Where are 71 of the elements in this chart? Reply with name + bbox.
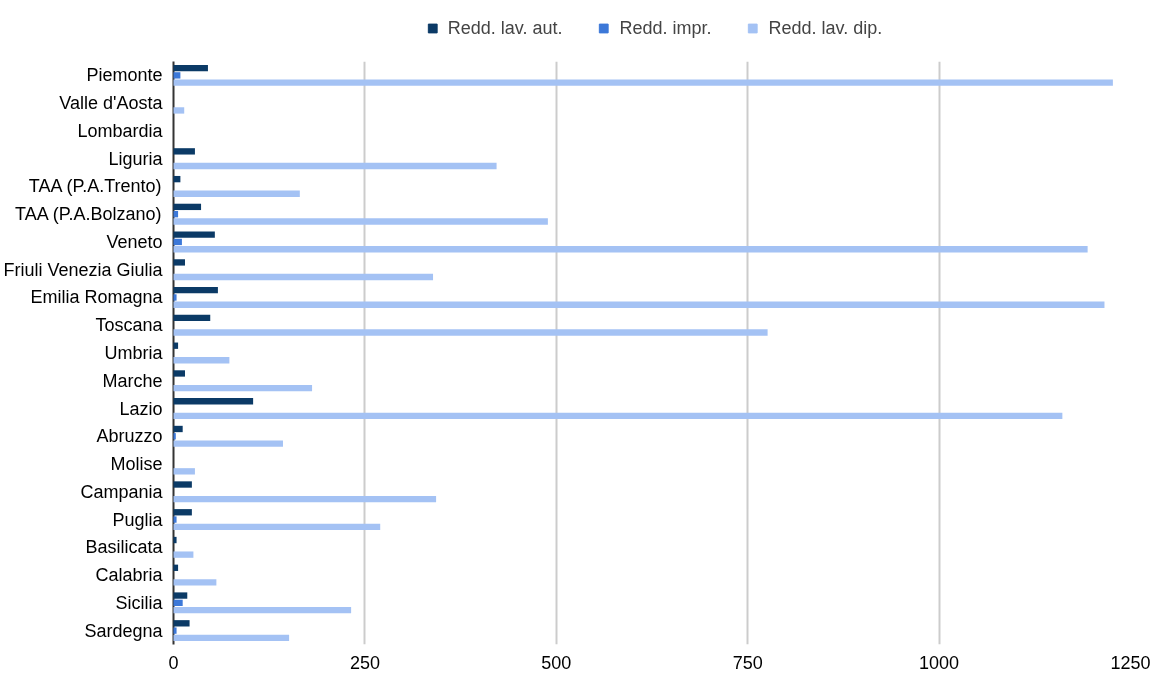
bar <box>173 425 183 433</box>
legend-label: Redd. lav. aut. <box>447 17 563 39</box>
bar <box>173 238 182 246</box>
y-tick-label: Calabria <box>95 565 164 586</box>
bar <box>173 620 190 627</box>
y-tick-label: Campania <box>80 481 164 502</box>
y-tick-label: Puglia <box>112 509 164 530</box>
legend-label: Redd. lav. dip. <box>768 17 883 39</box>
bar <box>173 72 181 79</box>
bar <box>173 294 177 301</box>
y-tick-label: TAA (P.A.Bolzano) <box>15 204 162 225</box>
y-tick-label: Sicilia <box>115 592 164 613</box>
y-tick-label: Abruzzo <box>96 426 163 447</box>
bar <box>173 218 548 225</box>
x-tick-label: 500 <box>541 652 572 673</box>
bar <box>173 599 183 607</box>
bar <box>173 314 211 322</box>
bar <box>173 412 1063 419</box>
bar <box>173 231 215 238</box>
y-tick-label: Lazio <box>119 398 163 419</box>
y-tick-label: Emilia Romagna <box>30 287 164 308</box>
bar <box>173 190 300 197</box>
bar <box>173 148 195 155</box>
bar <box>173 551 194 558</box>
bar <box>173 384 313 392</box>
bar <box>173 481 192 488</box>
x-tick-label: 1250 <box>1110 652 1151 673</box>
y-tick-label: Liguria <box>108 148 164 169</box>
legend-label: Redd. impr. <box>619 17 712 39</box>
bar <box>173 287 218 294</box>
bar <box>173 246 1088 253</box>
x-tick-label: 750 <box>732 652 763 673</box>
bar <box>173 107 185 114</box>
bar <box>173 627 177 634</box>
bar <box>173 259 185 266</box>
bar <box>173 523 381 531</box>
x-tick-label: 1000 <box>919 652 960 673</box>
y-tick-label: Umbria <box>104 343 164 363</box>
bar <box>173 440 283 447</box>
bar <box>173 301 1105 308</box>
bar <box>173 370 185 377</box>
y-tick-label: Sardegna <box>84 620 164 641</box>
x-tick-label: 0 <box>168 652 179 673</box>
y-tick-label: Valle d'Aosta <box>59 93 164 114</box>
bar <box>173 357 230 364</box>
bar <box>173 495 437 503</box>
bar <box>173 398 254 405</box>
y-tick-label: Friuli Venezia Giulia <box>3 259 164 280</box>
bar <box>173 634 290 642</box>
y-tick-label: Basilicata <box>85 537 164 558</box>
y-tick-label: Veneto <box>106 231 163 252</box>
bar <box>173 516 177 523</box>
bar <box>173 536 177 544</box>
bar <box>173 329 768 336</box>
bar <box>173 64 208 72</box>
bar <box>173 592 188 599</box>
y-tick-label: TAA (P.A.Trento) <box>28 176 162 197</box>
bar <box>173 203 202 211</box>
bar <box>173 468 195 475</box>
y-tick-label: Toscana <box>95 315 164 336</box>
y-tick-label: Molise <box>110 454 163 475</box>
bar <box>173 162 497 170</box>
bar <box>173 509 192 516</box>
bar <box>173 79 1113 86</box>
bar <box>173 606 352 614</box>
bar <box>173 579 217 586</box>
y-tick-label: Piemonte <box>86 65 163 86</box>
x-tick-label: 250 <box>349 652 380 673</box>
y-tick-label: Marche <box>102 370 163 391</box>
y-tick-label: Lombardia <box>77 120 164 141</box>
bar <box>173 273 434 281</box>
